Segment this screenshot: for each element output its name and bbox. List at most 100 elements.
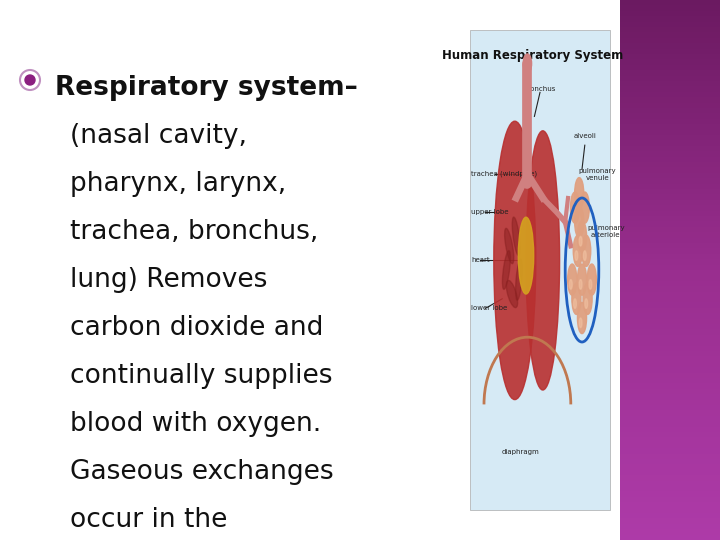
Bar bbox=[620, 135, 720, 141]
Bar bbox=[620, 351, 720, 357]
Bar bbox=[470, 30, 610, 510]
Text: blood with oxygen.: blood with oxygen. bbox=[70, 411, 321, 437]
Bar bbox=[620, 167, 720, 174]
Ellipse shape bbox=[573, 235, 582, 266]
Bar bbox=[620, 81, 720, 87]
Bar bbox=[620, 324, 720, 330]
Bar bbox=[620, 508, 720, 514]
Text: heart: heart bbox=[472, 258, 490, 264]
Bar bbox=[620, 86, 720, 93]
Bar bbox=[620, 373, 720, 379]
Ellipse shape bbox=[512, 217, 520, 256]
Bar bbox=[620, 335, 720, 341]
Ellipse shape bbox=[579, 280, 582, 289]
Bar bbox=[620, 65, 720, 71]
Ellipse shape bbox=[526, 131, 559, 390]
Ellipse shape bbox=[518, 217, 534, 294]
Bar bbox=[620, 437, 720, 444]
Bar bbox=[620, 389, 720, 395]
Bar bbox=[620, 319, 720, 325]
Bar bbox=[620, 481, 720, 487]
Bar bbox=[620, 194, 720, 201]
Text: trachea, bronchus,: trachea, bronchus, bbox=[70, 219, 318, 245]
Bar bbox=[620, 281, 720, 287]
Bar bbox=[620, 232, 720, 239]
Bar bbox=[620, 513, 720, 519]
Bar bbox=[620, 97, 720, 104]
Text: lung) Removes: lung) Removes bbox=[70, 267, 267, 293]
Bar bbox=[620, 432, 720, 438]
Ellipse shape bbox=[580, 192, 590, 223]
Bar bbox=[620, 227, 720, 233]
Bar bbox=[620, 524, 720, 530]
Bar bbox=[620, 238, 720, 244]
Bar bbox=[620, 454, 720, 460]
Bar bbox=[620, 502, 720, 509]
Bar bbox=[620, 400, 720, 406]
Bar bbox=[620, 211, 720, 217]
Bar bbox=[620, 497, 720, 503]
Bar bbox=[620, 410, 720, 417]
Bar bbox=[620, 113, 720, 120]
Bar bbox=[620, 529, 720, 536]
Ellipse shape bbox=[582, 235, 590, 266]
Bar bbox=[620, 140, 720, 147]
Bar bbox=[620, 70, 720, 77]
Bar bbox=[620, 275, 720, 282]
Ellipse shape bbox=[570, 280, 572, 289]
Ellipse shape bbox=[575, 178, 584, 209]
Ellipse shape bbox=[516, 259, 523, 300]
Bar bbox=[620, 22, 720, 28]
Bar bbox=[620, 103, 720, 109]
Bar bbox=[620, 535, 720, 540]
Text: pulmonary
venule: pulmonary venule bbox=[579, 167, 616, 180]
Text: pharynx, larynx,: pharynx, larynx, bbox=[70, 171, 287, 197]
Ellipse shape bbox=[494, 121, 536, 400]
Bar bbox=[620, 124, 720, 131]
Bar bbox=[620, 27, 720, 33]
Bar bbox=[620, 367, 720, 374]
Text: diaphragm: diaphragm bbox=[502, 449, 539, 455]
Bar bbox=[620, 265, 720, 271]
Bar bbox=[620, 475, 720, 482]
Bar bbox=[620, 292, 720, 298]
Text: pulmonary
arteriole: pulmonary arteriole bbox=[587, 225, 625, 238]
Bar bbox=[620, 427, 720, 433]
Bar bbox=[620, 119, 720, 125]
Bar bbox=[620, 378, 720, 384]
Ellipse shape bbox=[577, 221, 587, 252]
Bar bbox=[620, 11, 720, 17]
Bar bbox=[620, 92, 720, 98]
Ellipse shape bbox=[585, 299, 588, 308]
Bar bbox=[620, 518, 720, 525]
Bar bbox=[620, 0, 720, 6]
Ellipse shape bbox=[588, 264, 596, 295]
Bar bbox=[620, 221, 720, 228]
Bar bbox=[620, 421, 720, 428]
Bar bbox=[620, 491, 720, 498]
Ellipse shape bbox=[589, 280, 592, 289]
Bar bbox=[620, 254, 720, 260]
Bar bbox=[620, 16, 720, 23]
Bar bbox=[620, 59, 720, 66]
Bar bbox=[620, 416, 720, 422]
Bar bbox=[620, 146, 720, 152]
Ellipse shape bbox=[577, 264, 587, 295]
Bar bbox=[620, 270, 720, 276]
Bar bbox=[620, 297, 720, 303]
Ellipse shape bbox=[577, 302, 587, 334]
Bar bbox=[620, 162, 720, 168]
Ellipse shape bbox=[567, 264, 577, 295]
Ellipse shape bbox=[579, 237, 582, 246]
Bar bbox=[620, 302, 720, 309]
Bar bbox=[620, 38, 720, 44]
Bar bbox=[620, 76, 720, 82]
Bar bbox=[620, 329, 720, 336]
Bar bbox=[620, 243, 720, 249]
Bar bbox=[620, 184, 720, 190]
Bar bbox=[620, 205, 720, 212]
Ellipse shape bbox=[583, 283, 592, 314]
Ellipse shape bbox=[523, 54, 531, 73]
Ellipse shape bbox=[575, 251, 577, 260]
Bar bbox=[620, 130, 720, 136]
